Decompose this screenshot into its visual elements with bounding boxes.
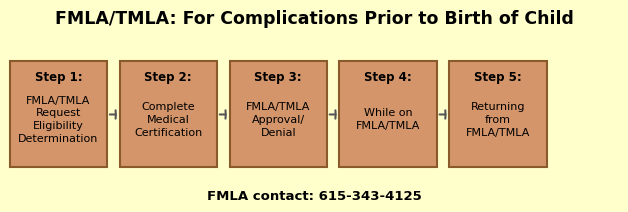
- FancyBboxPatch shape: [339, 61, 437, 167]
- Text: Step 4:: Step 4:: [364, 71, 412, 84]
- FancyBboxPatch shape: [10, 61, 107, 167]
- Text: FMLA/TMLA
Approval/
Denial: FMLA/TMLA Approval/ Denial: [246, 102, 310, 138]
- FancyBboxPatch shape: [450, 61, 546, 167]
- Text: FMLA/TMLA
Request
Eligibility
Determination: FMLA/TMLA Request Eligibility Determinat…: [18, 96, 99, 144]
- Text: Step 5:: Step 5:: [474, 71, 522, 84]
- Text: While on
FMLA/TMLA: While on FMLA/TMLA: [356, 108, 420, 131]
- Text: FMLA contact: 615-343-4125: FMLA contact: 615-343-4125: [207, 190, 421, 203]
- Text: Step 1:: Step 1:: [35, 71, 82, 84]
- Text: Complete
Medical
Certification: Complete Medical Certification: [134, 102, 202, 138]
- FancyBboxPatch shape: [119, 61, 217, 167]
- FancyBboxPatch shape: [230, 61, 327, 167]
- Text: Step 2:: Step 2:: [144, 71, 192, 84]
- Text: Returning
from
FMLA/TMLA: Returning from FMLA/TMLA: [466, 102, 530, 138]
- Text: FMLA/TMLA: For Complications Prior to Birth of Child: FMLA/TMLA: For Complications Prior to Bi…: [55, 10, 573, 28]
- Text: Step 3:: Step 3:: [254, 71, 302, 84]
